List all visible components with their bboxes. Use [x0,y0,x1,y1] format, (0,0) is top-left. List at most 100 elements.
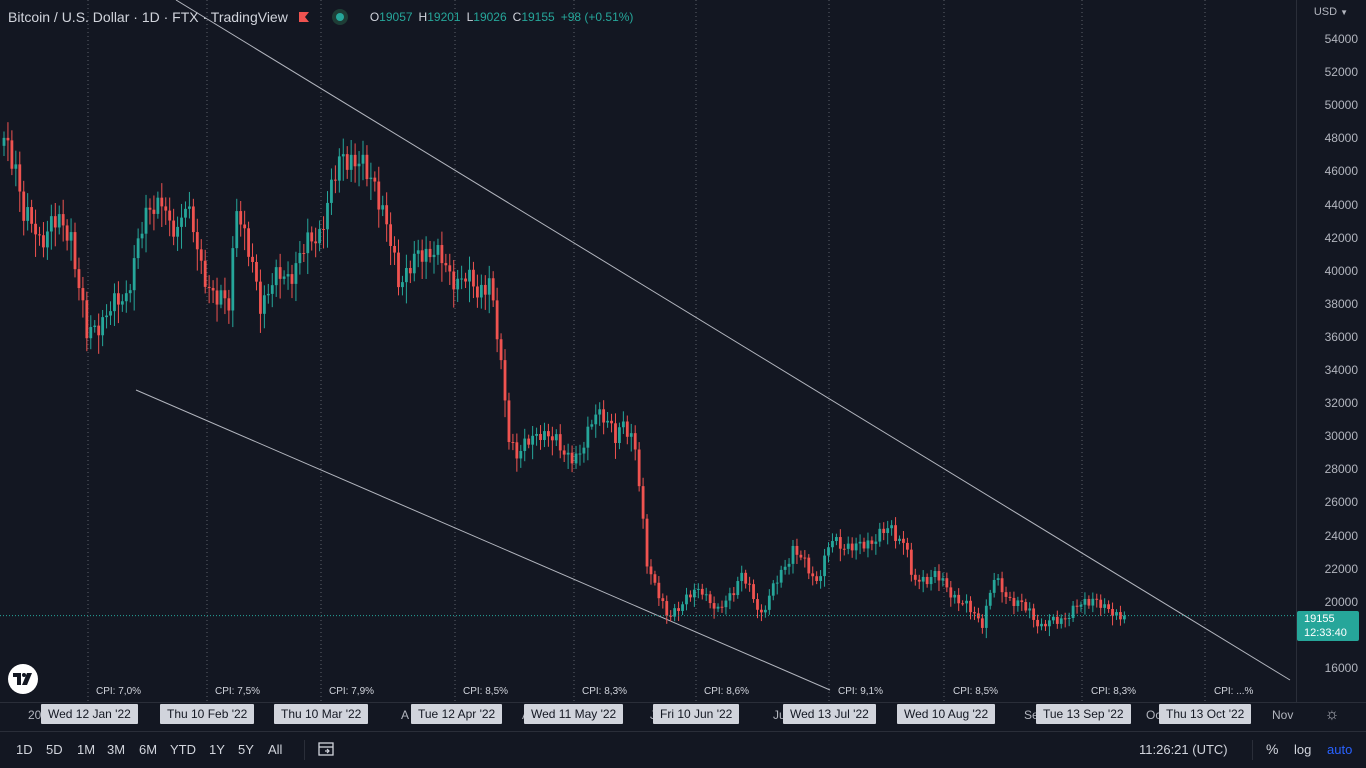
trend-line-upper[interactable] [175,0,1291,681]
candle-body [365,154,369,180]
trend-line-lower[interactable] [135,389,831,691]
candle-body [452,271,456,290]
candle-body [913,574,917,580]
candle-body [602,409,606,423]
candle-body [10,140,14,169]
candle-body [286,274,290,277]
candle-body [440,245,444,264]
auto-scale-button[interactable]: auto [1327,742,1353,757]
candle-body [838,537,842,549]
candle-body [507,400,511,443]
candle-body [961,603,965,605]
candle-body [148,207,152,210]
candle-body [385,205,389,225]
candle-body [460,278,464,280]
candle-body [456,278,460,290]
candle-body [834,537,838,542]
range-button-1m[interactable]: 1M [77,742,96,757]
candle-body [740,572,744,582]
price-scale[interactable]: USD ▼ 54000 52000 50000 48000 46000 44000 42000… [1296,0,1366,702]
candle-body [685,594,688,605]
candle-body [902,538,905,543]
bottom-toolbar: 1D 5D 1M 3M 6M YTD 1Y 5Y All 11:26:21 (UTC) % lo… [0,731,1366,768]
candle-body [85,300,89,339]
candle-body [965,600,968,604]
currency-selector[interactable]: USD ▼ [1313,6,1348,18]
calendar-goto-icon[interactable] [317,740,335,758]
candle-body [815,576,819,581]
candle-body [188,206,191,209]
candle-body [811,573,815,577]
range-button-5d[interactable]: 5D [46,742,63,757]
crosshair-date-label: Thu 10 Mar '22 [274,704,369,724]
cpi-event-label[interactable]: CPI: 7,5% [215,686,261,697]
price-tick: 42000 [1324,230,1358,245]
market-status-icon[interactable] [331,9,348,25]
candle-body [203,260,207,287]
candle-body [168,210,172,221]
candle-body [18,164,22,192]
log-scale-button[interactable]: log [1294,742,1312,757]
cpi-event-label[interactable]: CPI: ...% [1214,686,1254,697]
range-button-6m[interactable]: 6M [139,742,158,757]
candle-body [586,426,590,448]
candle-body [424,248,428,262]
candle-body [894,525,897,541]
price-tick: 36000 [1324,329,1358,344]
cpi-event-label[interactable]: CPI: 8,5% [953,686,999,697]
symbol-title[interactable]: Bitcoin / U.S. Dollar · 1D · FTX · Tradi… [8,9,288,25]
time-axis[interactable]: 20 Wed 12 Jan '22 Thu 10 Feb '22 Thu 10 Mar… [0,702,1366,730]
candle-body [57,214,61,228]
candle-body [562,450,566,455]
range-button-1d[interactable]: 1D [16,742,33,757]
candle-body [1103,604,1107,608]
cpi-event-label[interactable]: CPI: 9,1% [838,686,884,697]
candle-body [653,574,657,583]
candle-body [744,572,748,584]
cpi-event-label[interactable]: CPI: 8,3% [1091,686,1137,697]
candle-body [645,518,649,567]
candle-body [45,231,49,248]
candle-body [436,245,440,255]
range-button-all[interactable]: All [268,742,283,757]
cpi-event-label[interactable]: CPI: 7,9% [329,686,375,697]
candle-body [89,327,93,339]
cpi-event-label[interactable]: CPI: 8,6% [704,686,750,697]
candle-body [34,223,37,235]
candle-body [49,216,53,232]
flag-icon[interactable] [298,11,310,23]
candle-body [491,278,495,301]
range-button-5y[interactable]: 5Y [238,742,254,757]
candle-body [282,276,286,279]
candle-body [925,576,929,585]
price-tick: 40000 [1324,263,1358,278]
candle-body [689,594,692,598]
percent-scale-button[interactable]: % [1266,741,1279,757]
candle-body [787,563,791,567]
candle-body [381,205,385,210]
candle-body [574,453,578,464]
candle-body [957,594,961,604]
crosshair-date-label: Tue 12 Apr '22 [411,704,503,724]
candle-body [333,179,337,181]
range-button-1y[interactable]: 1Y [209,742,225,757]
candle-body [614,423,617,444]
range-button-ytd[interactable]: YTD [170,742,196,757]
price-chart[interactable] [0,0,1296,702]
candle-body [953,594,957,598]
candle-body [164,206,168,211]
candle-body [128,290,132,294]
cpi-event-label[interactable]: CPI: 7,0% [96,686,142,697]
cpi-event-label[interactable]: CPI: 8,3% [582,686,628,697]
utc-clock[interactable]: 11:26:21 (UTC) [1139,742,1228,757]
tradingview-logo-icon[interactable] [8,664,38,694]
candle-body [1028,608,1032,611]
cpi-event-label[interactable]: CPI: 8,5% [463,686,509,697]
gear-icon[interactable]: ☼ [1324,706,1340,723]
bar-countdown: 12:33:40 [1304,627,1347,639]
chart-pane[interactable]: Bitcoin / U.S. Dollar · 1D · FTX · Tradi… [0,0,1296,702]
range-button-3m[interactable]: 3M [107,742,126,757]
price-tick: 44000 [1324,197,1358,212]
candle-body [278,267,282,279]
price-tick: 50000 [1324,98,1358,113]
